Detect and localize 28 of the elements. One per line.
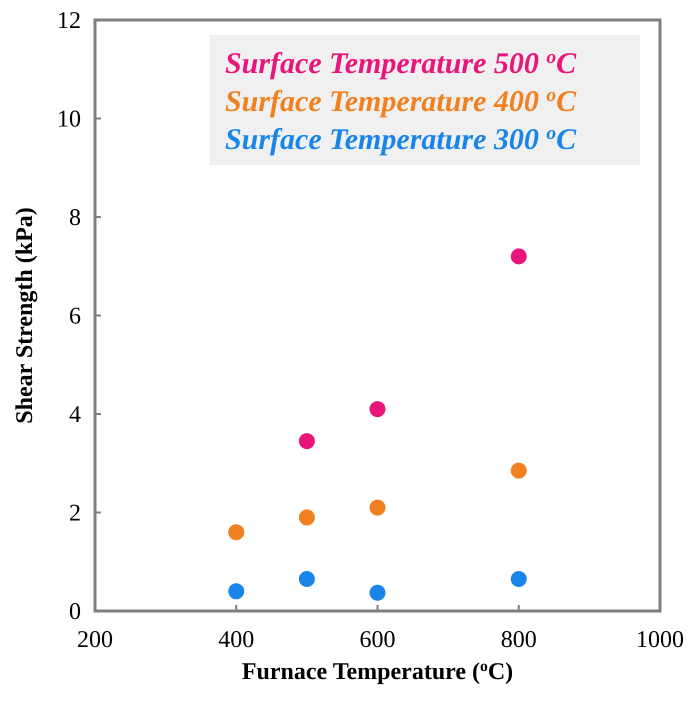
x-axis-title: Furnace Temperature ($^{o}$C) <box>242 658 514 685</box>
text: Surface Temperature 400 $^{o}$C <box>225 84 578 118</box>
x-tick-label: 400 <box>218 627 254 653</box>
point <box>298 433 315 450</box>
x-tick-label: 800 <box>500 627 537 653</box>
y-tick-label: 0 <box>69 599 81 625</box>
y-tick-label: 2 <box>69 500 81 526</box>
text: Surface Temperature 500 $^{o}$C <box>225 46 578 80</box>
x-tick-label: 1000 <box>636 627 684 653</box>
x-tick-label: 200 <box>77 627 113 653</box>
point <box>510 462 527 479</box>
y-tick-label: 10 <box>57 106 81 132</box>
point <box>370 401 386 418</box>
y-tick-label: 8 <box>69 205 81 231</box>
y-axis-title: Shear Strength (kPa) <box>12 207 38 424</box>
point <box>510 570 527 587</box>
y-tick-label: 12 <box>57 8 81 34</box>
point <box>228 524 244 540</box>
point <box>370 584 386 601</box>
point <box>228 583 244 600</box>
y-tick-label: 4 <box>69 402 81 428</box>
x-tick-label: 600 <box>360 627 396 653</box>
point <box>370 500 386 516</box>
point <box>298 570 315 587</box>
point <box>510 248 527 264</box>
text: Surface Temperature 300 $^{o}$C <box>225 122 578 156</box>
y-tick-label: 6 <box>69 304 81 330</box>
point <box>298 509 315 526</box>
